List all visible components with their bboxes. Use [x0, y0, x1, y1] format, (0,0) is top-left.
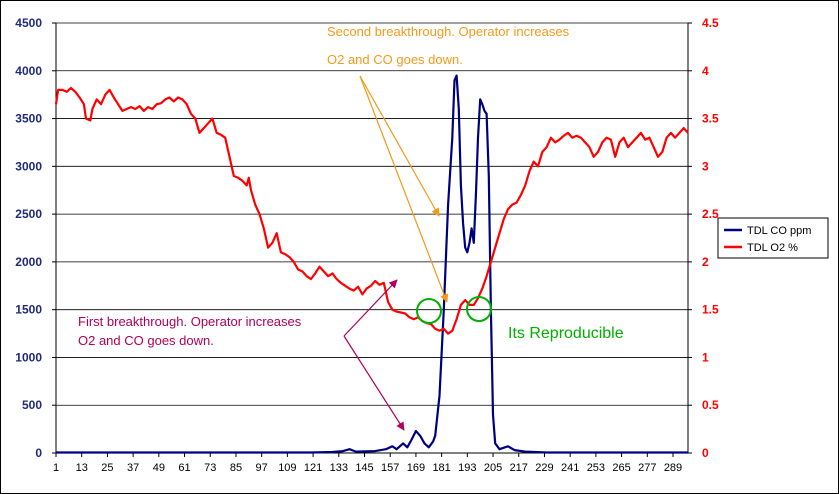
- x-tick-label: 1: [53, 462, 59, 474]
- left-tick-label: 4500: [15, 16, 42, 30]
- annotations-group: Second breakthrough. Operator increases O…: [78, 24, 624, 431]
- x-axis-ticks: 1 13 25 37 49 61 73 85 97 109 121 133 145 157 169 181 19…: [53, 462, 682, 474]
- right-tick-label: 3: [702, 159, 709, 173]
- x-tick-label: 217: [510, 462, 528, 474]
- first-breakthrough-line-1: First breakthrough. Operator increases: [78, 314, 302, 329]
- x-tick-label: 145: [355, 462, 373, 474]
- x-tick-label: 109: [278, 462, 296, 474]
- x-tick-label: 169: [407, 462, 425, 474]
- left-tick-label: 2000: [15, 255, 42, 269]
- right-tick-label: 4.5: [702, 16, 719, 30]
- legend-label: TDL O2 %: [747, 242, 798, 254]
- x-tick-label: 133: [330, 462, 348, 474]
- left-tick-label: 0: [35, 446, 42, 460]
- right-axis-ticks: 0 0.5 1 1.5 2 2.5 3 3.5 4 4.5: [702, 16, 719, 460]
- x-tick-label: 97: [256, 462, 268, 474]
- right-tick-label: 0.5: [702, 398, 719, 412]
- legend-label: TDL CO ppm: [747, 225, 811, 237]
- right-tick-label: 0: [702, 446, 709, 460]
- left-tick-label: 4000: [15, 64, 42, 78]
- x-tick-label: 157: [381, 462, 399, 474]
- x-tick-label: 85: [230, 462, 242, 474]
- second-arrow-2: [359, 75, 449, 303]
- second-arrow-1: [359, 75, 440, 217]
- x-tick-label: 49: [153, 462, 165, 474]
- left-tick-label: 1500: [15, 303, 42, 317]
- x-tick-label: 13: [76, 462, 88, 474]
- right-tick-label: 4: [702, 64, 709, 78]
- x-tick-label: 241: [561, 462, 579, 474]
- x-tick-label: 253: [587, 462, 605, 474]
- first-arrow-2: [343, 335, 405, 431]
- left-tick-label: 3500: [15, 112, 42, 126]
- x-tick-label: 229: [535, 462, 553, 474]
- second-breakthrough-line-1: Second breakthrough. Operator increases: [327, 24, 570, 39]
- o2-percent-series-line: [54, 86, 689, 335]
- left-tick-label: 500: [22, 398, 42, 412]
- right-tick-label: 2.5: [702, 207, 719, 221]
- legend: TDL CO ppm TDL O2 %: [717, 217, 829, 259]
- x-tick-label: 277: [638, 462, 656, 474]
- right-tick-label: 3.5: [702, 112, 719, 126]
- left-axis-ticks: 0 500 1000 1500 2000 2500 3000 3500 4000 4500: [15, 16, 42, 460]
- reproducible-circle-1: [416, 298, 442, 324]
- x-tick-label: 61: [178, 462, 190, 474]
- right-tick-label: 2: [702, 255, 709, 269]
- x-tick-label: 289: [664, 462, 682, 474]
- first-arrow-1: [343, 279, 398, 337]
- x-tick-label: 25: [101, 462, 113, 474]
- x-tick-label: 73: [204, 462, 216, 474]
- left-tick-label: 3000: [15, 159, 42, 173]
- right-tick-label: 1: [702, 350, 709, 364]
- right-tick-label: 1.5: [702, 303, 719, 317]
- x-tick-label: 181: [432, 462, 450, 474]
- grid-lines: [56, 22, 688, 406]
- x-tick-label: 121: [304, 462, 322, 474]
- x-tick-label: 205: [484, 462, 502, 474]
- x-tick-label: 265: [612, 462, 630, 474]
- second-breakthrough-line-2: O2 and CO goes down.: [327, 52, 463, 67]
- left-tick-label: 2500: [15, 207, 42, 221]
- x-tick-label: 37: [127, 462, 139, 474]
- first-breakthrough-line-2: O2 and CO goes down.: [78, 333, 214, 348]
- left-tick-label: 1000: [15, 350, 42, 364]
- legend-box: [717, 217, 829, 259]
- x-tick-label: 193: [458, 462, 476, 474]
- reproducible-circle-2: [466, 296, 492, 322]
- reproducible-label: Its Reproducible: [508, 325, 624, 342]
